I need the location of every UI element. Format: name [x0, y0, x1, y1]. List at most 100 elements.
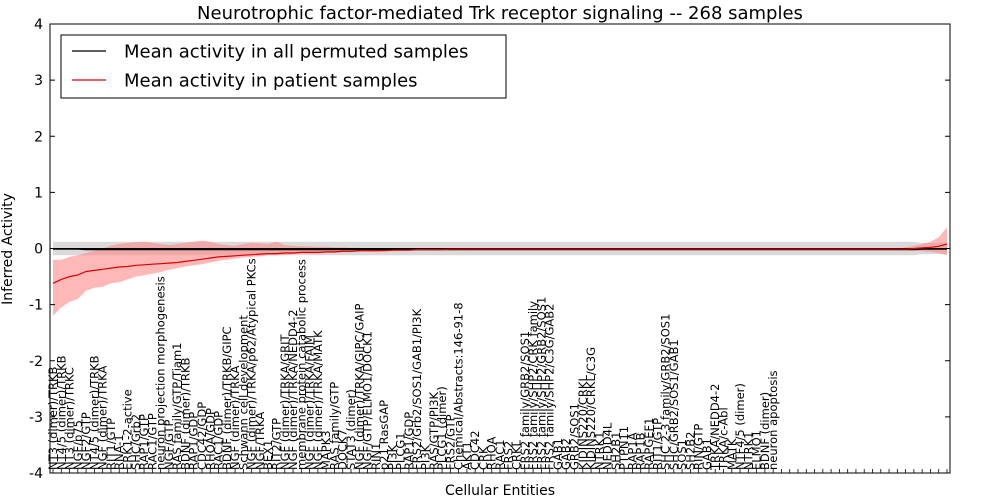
- x-tick-label: NT3 (dimer)/TRKC: [63, 367, 77, 470]
- y-tick-label: -1: [29, 298, 43, 314]
- x-tick-label: BEX1: [261, 440, 275, 470]
- x-tick-label: RIN1: [369, 443, 383, 470]
- x-tick-label: PI3K: [385, 444, 399, 470]
- x-tick-label: MATK: [725, 438, 739, 470]
- x-tick-label: RAS/GTP/PI3K: [427, 391, 441, 470]
- x-tick-label: RAS family/GTP/Tiam1: [170, 343, 184, 470]
- x-tick-label: NGF (dimer)/TRKA/MATK: [311, 330, 325, 470]
- x-tick-label: RAPGEF1: [642, 418, 656, 470]
- x-tick-label: GRB2/SOS1: [568, 403, 582, 470]
- x-tick-label: NGF (dimer)/TRKA: [228, 366, 242, 470]
- x-tick-label: FRS2 family/SHP2/C3G/GAB2: [543, 304, 557, 470]
- x-tick-label: RAP1B: [634, 432, 648, 470]
- x-tick-label: SH2B1: [609, 432, 623, 470]
- x-tick-label: RHOA: [485, 437, 499, 470]
- x-tick-label: RHOA/GDP: [203, 408, 217, 470]
- x-tick-label: NGF/GTP/ELMO1/DOCK1: [361, 331, 375, 470]
- x-tick-label: PI3K: [419, 444, 433, 470]
- x-tick-label: NGF (dimer)/TRKA/GIPC/GAIP: [352, 303, 366, 470]
- legend-box: [60, 34, 507, 99]
- x-tick-label: RAC1: [493, 439, 507, 470]
- x-tick-label: AKT1: [460, 441, 474, 470]
- x-tick-label: SHC 2-3 family/GRB2/SOS1: [659, 314, 673, 470]
- x-tick-label: MAPK3: [319, 430, 333, 470]
- x-tick-label: FRS2: [501, 441, 515, 470]
- x-tick-label: GAB2: [559, 438, 573, 470]
- x-tick-label: NGF (dimer)/TRKA/NEDD4-2: [286, 309, 300, 470]
- x-tick-label: NGF (dimer)/TRKA/FAIM: [303, 335, 317, 470]
- x-tick-label: FRS2/GTP: [443, 414, 457, 470]
- y-tick-label: -4: [29, 466, 43, 482]
- x-tick-label: membrane protein catabolic process: [294, 259, 308, 470]
- x-tick-label: NGF (dimer)/TRKA/GRIT: [278, 333, 292, 470]
- x-tick-label: RAP1/GDP: [187, 412, 201, 470]
- x-tick-label: ELMO1: [750, 430, 764, 470]
- x-tick-label: BDNF (dimer)/TRKB/GIPC: [220, 326, 234, 470]
- legend-label-permuted: Mean activity in all permuted samples: [124, 42, 468, 63]
- y-tick-label: 0: [34, 242, 43, 258]
- x-tick-label: RAP1/GDP: [402, 412, 416, 470]
- x-tick-label: neuron projection morphogenesis: [154, 276, 168, 470]
- x-tick-label: FRS2 family/GRB2/SOS1: [518, 331, 532, 470]
- line-series-1: [52, 243, 948, 284]
- x-tick-label: KIDINS220/CRKL/C3G: [584, 347, 598, 470]
- x-tick-label: NGF/p75: [71, 420, 85, 470]
- x-tick-label: CRKL: [510, 439, 524, 470]
- plot-frame: [49, 23, 951, 474]
- series-lines: [52, 243, 948, 284]
- y-ticks: -4 -3 -2 -1 0 1 2 3 4: [29, 17, 950, 482]
- x-tick-label: BDNF (dimer): [758, 392, 772, 470]
- x-tick-label: p21 RasGAP: [377, 400, 391, 470]
- x-tick-label: SOS1: [675, 439, 689, 470]
- x-tick-label: PLCG1: [394, 432, 408, 470]
- x-tick-label: NGF/GTP: [162, 419, 176, 470]
- x-tick-label: STAT3 (dimer): [344, 389, 358, 470]
- x-tick-label: RAC1/GDP: [212, 411, 226, 470]
- legend-label-patient: Mean activity in patient samples: [124, 71, 418, 92]
- x-tick-label: TRKA/NEDD4-2: [708, 384, 722, 471]
- legend: Mean activity in all permuted samples Me…: [60, 34, 507, 99]
- x-tick-label: SH2B2: [683, 432, 697, 470]
- x-tick-label: NGF/TRKA: [253, 412, 267, 470]
- x-tick-label: GAB1: [551, 438, 565, 470]
- y-tick-label: 1: [34, 185, 43, 201]
- chart-title: Neurotrophic factor-mediated Trk recepto…: [197, 3, 803, 24]
- x-tick-label: FRS2 family/SHP2/GRB2/SOS1: [534, 297, 548, 470]
- x-tick-label: RIN/GTP: [692, 424, 706, 470]
- x-tick-label: DOCK7: [336, 429, 350, 470]
- x-tick-label: NGF2/GTP: [79, 412, 93, 470]
- x-tick-label: NTRK1: [741, 432, 755, 470]
- x-tick-label: NT4/5 (dimer)/TRKB: [54, 355, 68, 470]
- x-tick-label: ERK1-2-active: [121, 389, 135, 470]
- x-tick-label: PTPN11: [617, 426, 631, 470]
- x-tick-label: KIDINS220/CRKL: [576, 375, 590, 470]
- x-tick-label: NTRK1: [592, 432, 606, 470]
- x-tick-label: NEDD4L: [601, 422, 615, 470]
- x-tick-label: NGF (dimer)/TRKA: [96, 366, 110, 470]
- x-tick-label: CRK: [476, 446, 490, 470]
- x-axis-label: Cellular Entities: [445, 483, 555, 499]
- x-tick-label: FRS2 family/SHP2/CRK family: [526, 301, 540, 470]
- x-tick-label: SHC/GRB2/SOS1/GAB1: [667, 339, 681, 470]
- x-tick-label: RAP1/GTP: [137, 414, 151, 470]
- x-tick-label: NTF4/5 (dimer): [733, 383, 747, 470]
- y-tick-label: 2: [34, 129, 43, 145]
- x-tick-label: CDC42: [468, 430, 482, 470]
- x-tick-label: SHC/Grb2: [129, 414, 143, 470]
- x-tick-label: Schwann cell development: [236, 315, 250, 470]
- x-tick-label: FRS2/Grb2/SOS1/GAB1/PI3K: [410, 308, 424, 470]
- x-tick-label: neuron apoptosis: [766, 370, 780, 470]
- x-tick-label: RIT1/GTP: [104, 418, 118, 470]
- x-tick-label: RIT1/GTP: [650, 418, 664, 470]
- x-tick-label: RAC1/GTP: [145, 413, 159, 470]
- x-tick-label: NT4/5 (dimer)/TRKB: [87, 355, 101, 470]
- x-tick-label: NGF (dimer)/TRKA/p62/Atypical PKCs: [245, 258, 259, 470]
- x-tick-label: RAP1A: [625, 432, 639, 470]
- x-ticks: [52, 469, 948, 473]
- y-tick-label: 3: [34, 73, 43, 89]
- y-tick-label: -2: [29, 354, 43, 370]
- x-tick-label: GAB1: [700, 438, 714, 470]
- y-tick-label: 4: [34, 17, 43, 33]
